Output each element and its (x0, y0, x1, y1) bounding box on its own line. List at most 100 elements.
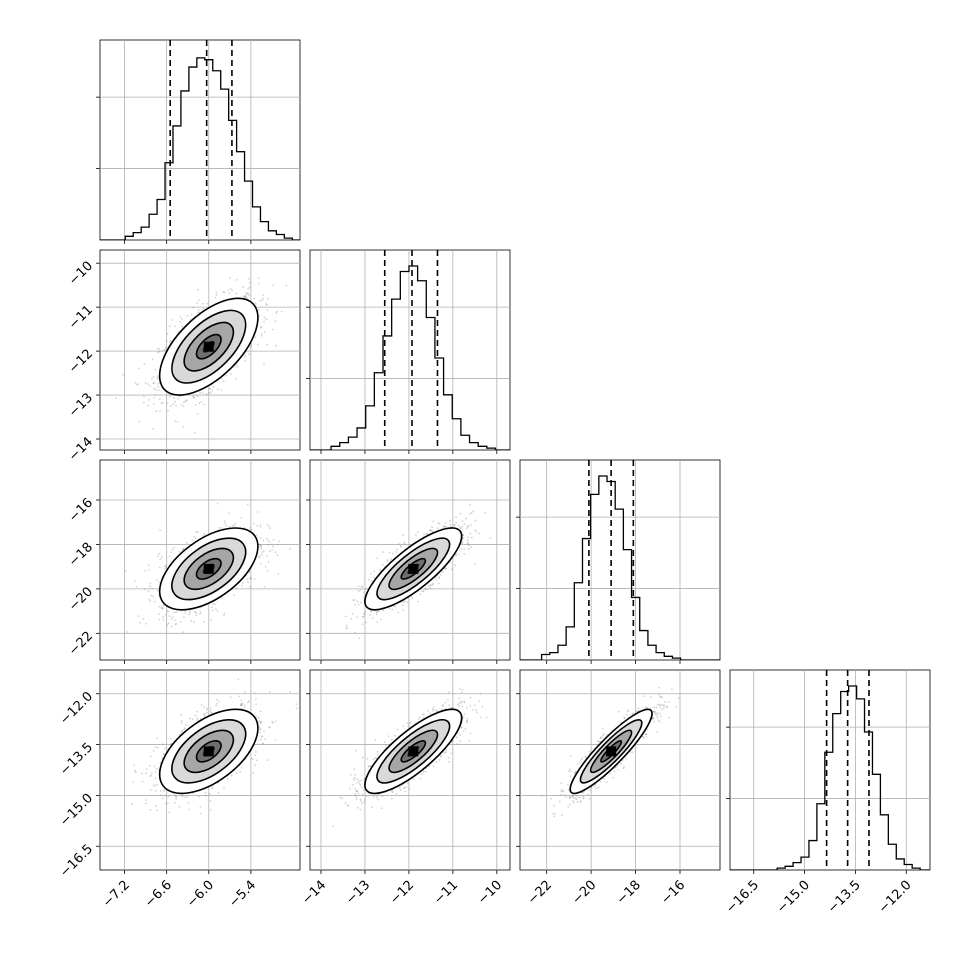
sample-point (145, 768, 148, 771)
sample-point (450, 568, 453, 571)
sample-point (419, 593, 422, 596)
sample-point (380, 618, 382, 621)
contour-line (183, 321, 235, 372)
sample-point (223, 614, 225, 617)
sample-point (449, 519, 451, 522)
sample-point (242, 286, 245, 289)
sample-point (167, 409, 169, 412)
sample-point (199, 611, 202, 613)
sample-point (264, 565, 267, 568)
sample-point (154, 777, 157, 780)
sample-point (156, 375, 159, 377)
sample-point (141, 780, 144, 783)
sample-point (253, 297, 256, 300)
sample-point (196, 413, 199, 415)
sample-point (432, 520, 435, 523)
sample-point (362, 596, 365, 599)
sample-point (403, 600, 405, 603)
sample-point (156, 555, 159, 558)
sample-point (386, 559, 389, 561)
sample-point (516, 509, 518, 511)
histogram-step (520, 475, 720, 660)
sample-point (144, 569, 147, 572)
sample-point (466, 539, 469, 542)
contour-line (158, 297, 259, 396)
sample-point (148, 598, 151, 600)
sample-point (370, 610, 373, 613)
sample-point (266, 523, 269, 526)
sample-point (254, 764, 256, 766)
sample-point (429, 529, 431, 532)
sample-point (353, 599, 356, 601)
sample-point (470, 546, 472, 549)
sample-point (152, 427, 155, 430)
sample-point (181, 325, 184, 328)
sample-point (275, 312, 278, 314)
sample-point (437, 582, 440, 585)
sample-point (388, 552, 391, 554)
sample-point (240, 702, 243, 705)
sample-point (470, 512, 473, 514)
sample-point (143, 362, 146, 365)
sample-point (272, 545, 275, 548)
sample-point (350, 618, 353, 620)
sample-point (274, 720, 277, 722)
sample-point (145, 799, 148, 801)
sample-point (173, 611, 176, 614)
sample-point (179, 316, 182, 318)
sample-point (398, 543, 401, 545)
sample-point (460, 542, 463, 545)
scatter-panel-1-0 (100, 250, 300, 450)
sample-point (263, 330, 266, 333)
sample-point (253, 522, 255, 525)
sample-point (200, 401, 203, 403)
sample-point (182, 631, 184, 633)
sample-point (253, 692, 256, 694)
sample-point (392, 552, 394, 555)
sample-point (202, 302, 204, 305)
sample-point (168, 555, 171, 558)
sample-point (244, 295, 247, 297)
sample-point (263, 586, 266, 588)
sample-point (230, 774, 233, 777)
sample-point (363, 613, 366, 616)
sample-point (268, 525, 271, 528)
sample-point (182, 426, 185, 429)
sample-point (154, 771, 157, 773)
sample-point (449, 523, 452, 526)
panel-frame (99, 249, 301, 451)
sample-point (260, 326, 262, 328)
sample-point (401, 601, 403, 603)
sample-point (444, 567, 446, 570)
sample-point (271, 328, 274, 331)
sample-point (259, 537, 262, 539)
sample-point (460, 548, 463, 550)
sample-point (213, 603, 216, 606)
sample-point (157, 385, 160, 388)
sample-point (158, 398, 161, 401)
sample-point (168, 615, 171, 617)
scatter-panel-3-0 (100, 670, 300, 870)
sample-point (260, 326, 263, 329)
sample-point (182, 405, 185, 408)
sample-point (426, 588, 428, 591)
sample-point (234, 365, 237, 368)
sample-point (211, 389, 214, 392)
sample-point (202, 308, 205, 311)
sample-point (226, 778, 229, 780)
sample-point (246, 503, 249, 506)
sample-point (221, 597, 224, 600)
sample-point (457, 524, 460, 527)
sample-point (126, 631, 129, 633)
sample-point (142, 401, 145, 404)
sample-point (192, 621, 195, 623)
sample-point (250, 343, 253, 345)
sample-point (259, 546, 261, 548)
sample-point (358, 637, 361, 640)
sample-point (183, 727, 186, 730)
sample-point (232, 524, 234, 527)
sample-point (134, 381, 137, 384)
sample-point (246, 578, 249, 581)
sample-point (206, 707, 208, 710)
sample-point (397, 611, 399, 614)
